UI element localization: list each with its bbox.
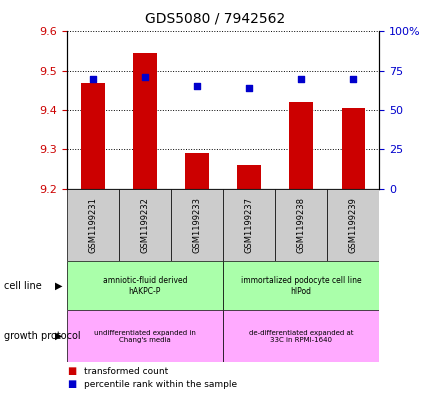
Text: ■: ■ xyxy=(67,379,76,389)
Bar xyxy=(133,53,156,189)
Text: GSM1199238: GSM1199238 xyxy=(296,197,305,253)
Bar xyxy=(223,310,378,362)
Text: GSM1199237: GSM1199237 xyxy=(244,197,253,253)
Text: ■: ■ xyxy=(67,366,76,376)
Bar xyxy=(67,261,223,310)
Point xyxy=(245,85,252,91)
Text: immortalized podocyte cell line
hIPod: immortalized podocyte cell line hIPod xyxy=(240,276,361,296)
Text: GSM1199232: GSM1199232 xyxy=(140,197,149,253)
Text: de-differentiated expanded at
33C in RPMI-1640: de-differentiated expanded at 33C in RPM… xyxy=(249,329,353,343)
Text: cell line: cell line xyxy=(4,281,42,291)
Text: undifferentiated expanded in
Chang's media: undifferentiated expanded in Chang's med… xyxy=(94,329,195,343)
Point xyxy=(141,74,148,80)
Bar xyxy=(237,165,260,189)
Bar xyxy=(341,108,364,189)
Text: GSM1199231: GSM1199231 xyxy=(88,197,97,253)
Point xyxy=(89,75,96,82)
Bar xyxy=(274,189,326,261)
Bar xyxy=(119,189,171,261)
Text: GSM1199239: GSM1199239 xyxy=(348,197,357,253)
Bar xyxy=(67,189,119,261)
Bar xyxy=(326,189,378,261)
Text: GDS5080 / 7942562: GDS5080 / 7942562 xyxy=(145,12,285,26)
Text: ▶: ▶ xyxy=(55,331,62,341)
Bar xyxy=(223,261,378,310)
Point xyxy=(349,75,356,82)
Bar xyxy=(81,83,104,189)
Text: amniotic-fluid derived
hAKPC-P: amniotic-fluid derived hAKPC-P xyxy=(102,276,187,296)
Text: transformed count: transformed count xyxy=(84,367,168,376)
Bar xyxy=(171,189,223,261)
Text: ▶: ▶ xyxy=(55,281,62,291)
Bar xyxy=(289,102,312,189)
Point xyxy=(193,83,200,90)
Point xyxy=(297,75,304,82)
Text: growth protocol: growth protocol xyxy=(4,331,81,341)
Text: percentile rank within the sample: percentile rank within the sample xyxy=(84,380,236,389)
Bar xyxy=(67,310,223,362)
Text: GSM1199233: GSM1199233 xyxy=(192,197,201,253)
Bar xyxy=(185,153,208,189)
Bar xyxy=(223,189,274,261)
